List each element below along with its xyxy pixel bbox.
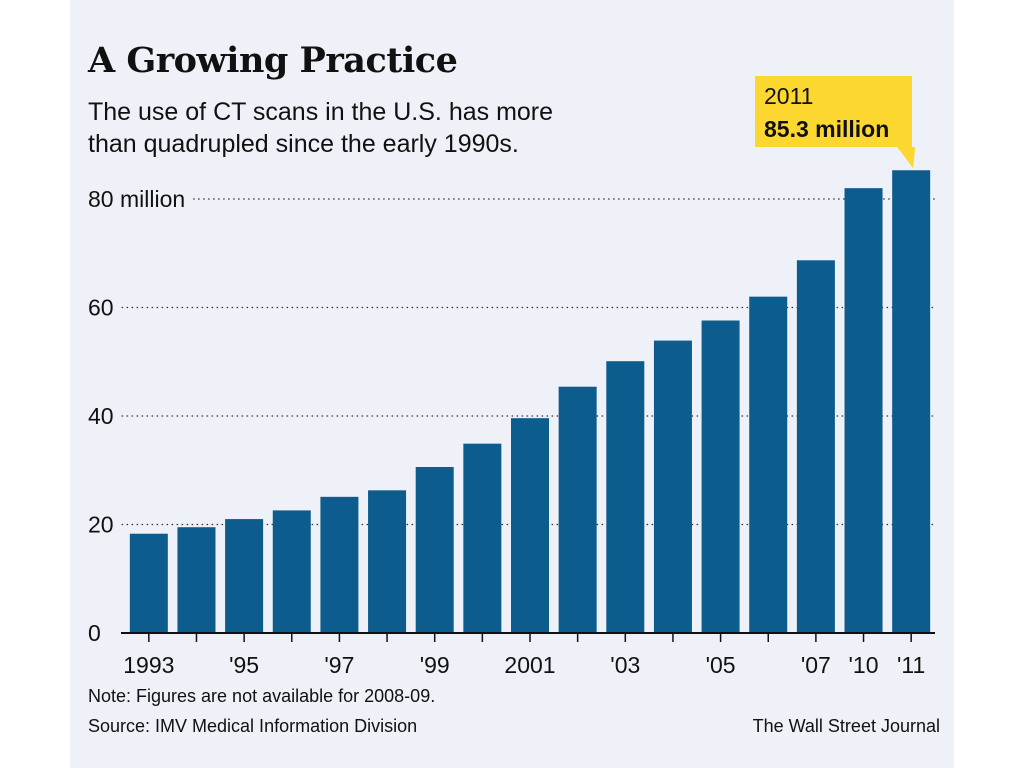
bar xyxy=(415,466,454,633)
callout-box xyxy=(755,76,916,169)
footnote: Note: Figures are not available for 2008… xyxy=(88,686,436,706)
bar xyxy=(892,170,931,633)
x-tick-label: '11 xyxy=(897,652,925,678)
bar xyxy=(511,418,549,633)
bar xyxy=(606,361,645,633)
y-tick-label: 60 xyxy=(88,295,114,321)
x-tick-label: 1993 xyxy=(123,652,174,678)
x-tick-label: '10 xyxy=(849,652,879,678)
y-tick-label: 0 xyxy=(88,620,101,646)
chart-title: A Growing Practice xyxy=(88,40,458,81)
bar xyxy=(701,320,740,633)
bar xyxy=(653,340,692,633)
bars xyxy=(129,170,931,633)
bar xyxy=(177,527,216,633)
bar xyxy=(320,496,359,633)
bar xyxy=(463,443,502,633)
y-tick-label: 80 million xyxy=(88,186,185,212)
x-tick-label: '95 xyxy=(229,652,259,678)
bar xyxy=(796,260,835,633)
x-tick-label: '97 xyxy=(324,652,354,678)
publisher-credit: The Wall Street Journal xyxy=(752,716,940,736)
source-note: Source: IMV Medical Information Division xyxy=(88,716,418,736)
callout-value: 85.3 million xyxy=(764,116,889,142)
y-tick-label: 20 xyxy=(88,512,114,538)
bar xyxy=(272,510,311,633)
bar xyxy=(844,188,883,633)
bar xyxy=(225,519,264,633)
bar xyxy=(749,296,788,633)
y-tick-label: 40 xyxy=(88,403,114,429)
bar xyxy=(129,533,168,633)
x-tick-labels: 1993 '95 '97 '99 2001 '03 '05 '07 '10 '11 xyxy=(123,652,925,678)
bar xyxy=(558,386,597,633)
chart-subtitle: The use of CT scans in the U.S. has more… xyxy=(88,98,554,158)
callout: 2011 85.3 million xyxy=(755,76,916,169)
x-tick-label: 2001 xyxy=(504,652,555,678)
x-tick-label: '05 xyxy=(706,652,736,678)
y-axis: 0 20 40 60 80 million xyxy=(88,186,185,646)
x-tick-label: '07 xyxy=(801,652,831,678)
bar xyxy=(368,490,407,633)
x-tick-label: '99 xyxy=(420,652,450,678)
x-axis xyxy=(121,632,935,642)
callout-year: 2011 xyxy=(764,83,813,109)
x-tick-label: '03 xyxy=(610,652,640,678)
